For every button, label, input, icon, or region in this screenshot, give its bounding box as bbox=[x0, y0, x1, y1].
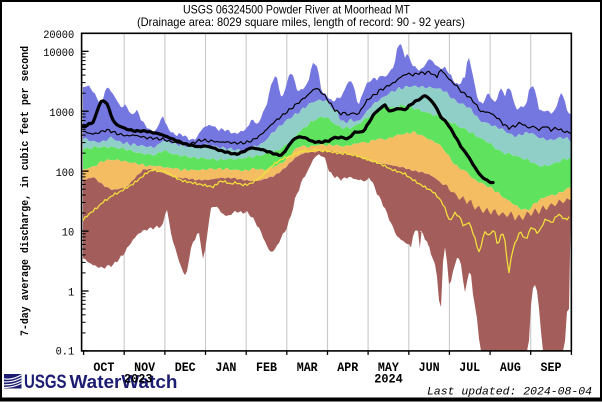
svg-text:USGS: USGS bbox=[24, 372, 67, 393]
svg-text:OCT: OCT bbox=[93, 360, 114, 375]
svg-text:Last updated: 2024-08-04: Last updated: 2024-08-04 bbox=[427, 387, 592, 399]
svg-text:JUN: JUN bbox=[419, 360, 440, 375]
svg-text:10000: 10000 bbox=[43, 48, 74, 60]
svg-text:(Drainage area: 8029 square mi: (Drainage area: 8029 square miles, lengt… bbox=[137, 15, 465, 29]
svg-text:SEP: SEP bbox=[541, 360, 562, 375]
svg-text:10: 10 bbox=[62, 228, 75, 240]
svg-text:WaterWatch: WaterWatch bbox=[70, 372, 178, 392]
svg-text:FEB: FEB bbox=[256, 360, 277, 375]
svg-text:USGS 06324500 Powder River at: USGS 06324500 Powder River at Moorhead M… bbox=[183, 3, 410, 17]
svg-text:MAY: MAY bbox=[378, 360, 399, 375]
svg-text:APR: APR bbox=[337, 360, 358, 375]
svg-text:JUL: JUL bbox=[459, 360, 480, 375]
svg-text:2024: 2024 bbox=[374, 373, 403, 387]
svg-text:MAR: MAR bbox=[297, 360, 318, 375]
svg-text:NOV: NOV bbox=[134, 360, 155, 375]
svg-text:DEC: DEC bbox=[175, 360, 196, 375]
svg-text:20000: 20000 bbox=[43, 30, 74, 42]
svg-text:7-day average discharge, in cu: 7-day average discharge, in cubic feet p… bbox=[20, 46, 32, 336]
svg-text:1: 1 bbox=[68, 288, 74, 300]
svg-text:0.1: 0.1 bbox=[56, 347, 75, 359]
svg-text:AUG: AUG bbox=[500, 360, 521, 375]
svg-text:1000: 1000 bbox=[49, 108, 74, 120]
svg-text:JAN: JAN bbox=[215, 360, 236, 375]
svg-text:2023: 2023 bbox=[124, 373, 153, 387]
svg-text:100: 100 bbox=[56, 168, 75, 180]
